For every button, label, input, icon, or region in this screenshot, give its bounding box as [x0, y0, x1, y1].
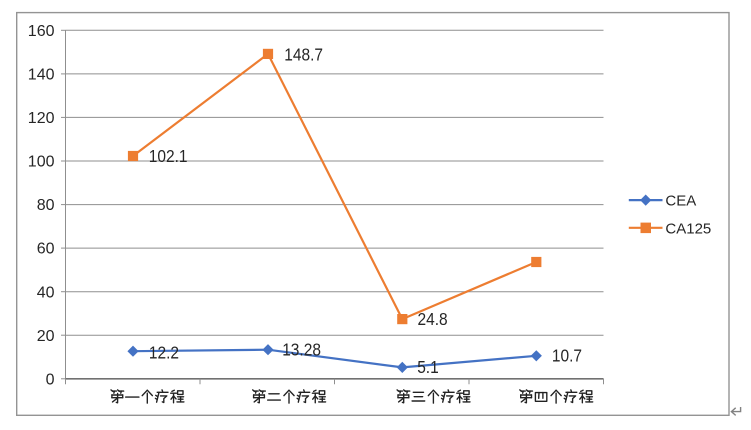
svg-text:5.1: 5.1	[417, 358, 439, 377]
svg-text:80: 80	[37, 197, 55, 214]
svg-text:100: 100	[28, 154, 55, 171]
svg-text:20: 20	[37, 328, 55, 345]
svg-text:12.2: 12.2	[149, 344, 179, 363]
svg-text:60: 60	[37, 241, 55, 258]
svg-text:102.1: 102.1	[149, 147, 188, 166]
svg-text:148.7: 148.7	[284, 46, 323, 65]
svg-text:0: 0	[46, 371, 55, 388]
svg-text:10.7: 10.7	[552, 347, 582, 366]
svg-text:140: 140	[28, 67, 55, 84]
svg-text:13.28: 13.28	[282, 341, 321, 360]
svg-text:40: 40	[37, 284, 55, 301]
svg-text:24.8: 24.8	[418, 310, 448, 329]
svg-text:CA125: CA125	[665, 220, 711, 237]
svg-text:160: 160	[28, 23, 55, 40]
svg-text:120: 120	[28, 110, 55, 127]
svg-text:CEA: CEA	[665, 193, 696, 210]
